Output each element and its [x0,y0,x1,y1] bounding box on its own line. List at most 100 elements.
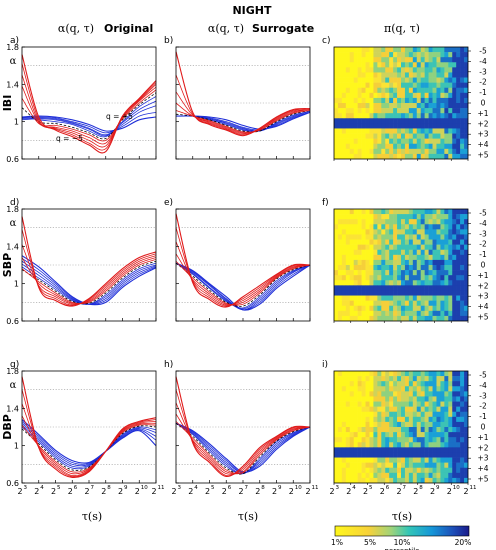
heatmap-cell [345,432,351,438]
heatmap-cell [357,477,362,483]
heatmap-cell [401,371,406,377]
heatmap-cell [337,300,343,307]
heatmap-cell [334,229,339,235]
heatmap-cell [349,452,354,458]
heatmap-cell [389,133,394,139]
heatmap-cell [440,62,445,68]
series-line [175,241,311,306]
heatmap-cell [412,396,418,402]
heatmap-cell [345,305,351,312]
heatmap-cell [424,148,429,155]
heatmap-cell [408,295,414,301]
heatmap-cell [341,452,347,458]
heatmap-cell [416,437,421,443]
heatmap-cell [440,113,445,119]
heatmap-cell [464,305,468,312]
q-tick-label: +4 [477,464,488,473]
heatmap-cell [369,270,374,276]
heatmap-cell [460,270,465,276]
heatmap-cell [420,290,425,296]
heatmap-cell [460,427,465,433]
series-line [175,91,311,135]
heatmap-cell [408,138,414,145]
heatmap-cell [361,52,366,58]
heatmap-cell [393,47,398,53]
heatmap-cell [365,87,370,94]
heatmap-cell [373,92,378,99]
heatmap-cell [448,249,453,256]
heatmap-cell [373,391,378,397]
series-line [175,402,311,475]
heatmap-cell [361,67,366,73]
heatmap-cell [377,57,382,63]
heatmap-cell [452,229,457,235]
heatmap-cell [357,128,362,134]
heatmap-cell [341,234,347,240]
heatmap-cell [416,214,421,220]
heatmap-cell [412,87,418,94]
heatmap-cell [393,421,398,428]
heatmap-cell [369,103,374,109]
heatmap-cell [381,401,386,407]
heatmap-cell [377,148,382,155]
heatmap-cell [389,376,394,382]
heatmap-cell [404,391,410,397]
heatmap-cell [369,472,374,479]
heatmap-cell [345,209,351,215]
panel-letter-c: c) [322,36,330,46]
heatmap-cell [401,234,406,240]
x-tick-label: 2 [255,487,260,496]
heatmap-cell [353,67,358,73]
heatmap-cell [424,138,429,145]
heatmap-cell [369,47,374,53]
heatmap-cell [416,472,421,479]
heatmap-cell [353,72,358,78]
heatmap-cell [404,396,410,402]
heatmap-cell [361,427,366,433]
heatmap-cell [432,214,437,220]
heatmap-cell [401,270,406,276]
heatmap-cell [420,472,425,479]
heatmap-cell [404,437,410,443]
heatmap-cell [353,234,358,240]
heatmap-cell [373,285,378,291]
heatmap-cell [377,401,382,407]
heatmap-cell [373,270,378,276]
x-tick-exponent: 4 [352,485,356,491]
heatmap-cell [428,153,433,159]
heatmap-cell [365,219,370,225]
heatmap-cell [393,148,398,155]
heatmap-cell [377,437,382,443]
heatmap-cell [373,305,378,312]
heatmap-cell [369,391,374,397]
heatmap-cell [448,416,453,423]
heatmap-cell [397,477,402,483]
heatmap-cell [448,214,453,220]
heatmap-cell [452,153,457,159]
heatmap-cell [334,47,339,53]
heatmap-cell [432,234,437,240]
heatmap-cell [424,128,429,134]
heatmap-cell [460,290,465,296]
heatmap-cell [389,472,394,479]
heatmap-cell [334,133,339,139]
heatmap-cell [428,421,433,428]
heatmap-cell [412,416,418,423]
heatmap-cell [361,118,366,124]
heatmap-cell [397,128,402,134]
heatmap-cell [397,52,402,58]
heatmap-cell [436,67,441,73]
heatmap-cell [357,381,362,387]
heatmap-cell [412,310,418,317]
heatmap-cell [334,97,339,104]
series-line [21,229,157,306]
heatmap-cell [341,290,347,296]
heatmap-cell [361,401,366,407]
heatmap-cell [408,214,414,220]
heatmap-cell [448,310,453,317]
heatmap-cell [440,416,445,423]
x-tick-label: 2 [430,487,435,496]
heatmap-cell [401,57,406,63]
x-tick-exponent: 3 [336,485,340,491]
